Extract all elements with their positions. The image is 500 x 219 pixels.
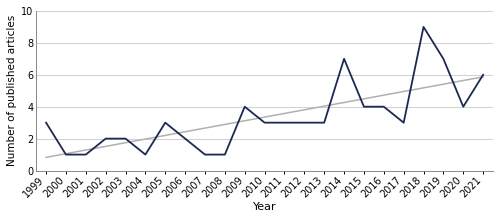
Y-axis label: Number of published articles: Number of published articles (7, 15, 17, 166)
X-axis label: Year: Year (253, 202, 276, 212)
